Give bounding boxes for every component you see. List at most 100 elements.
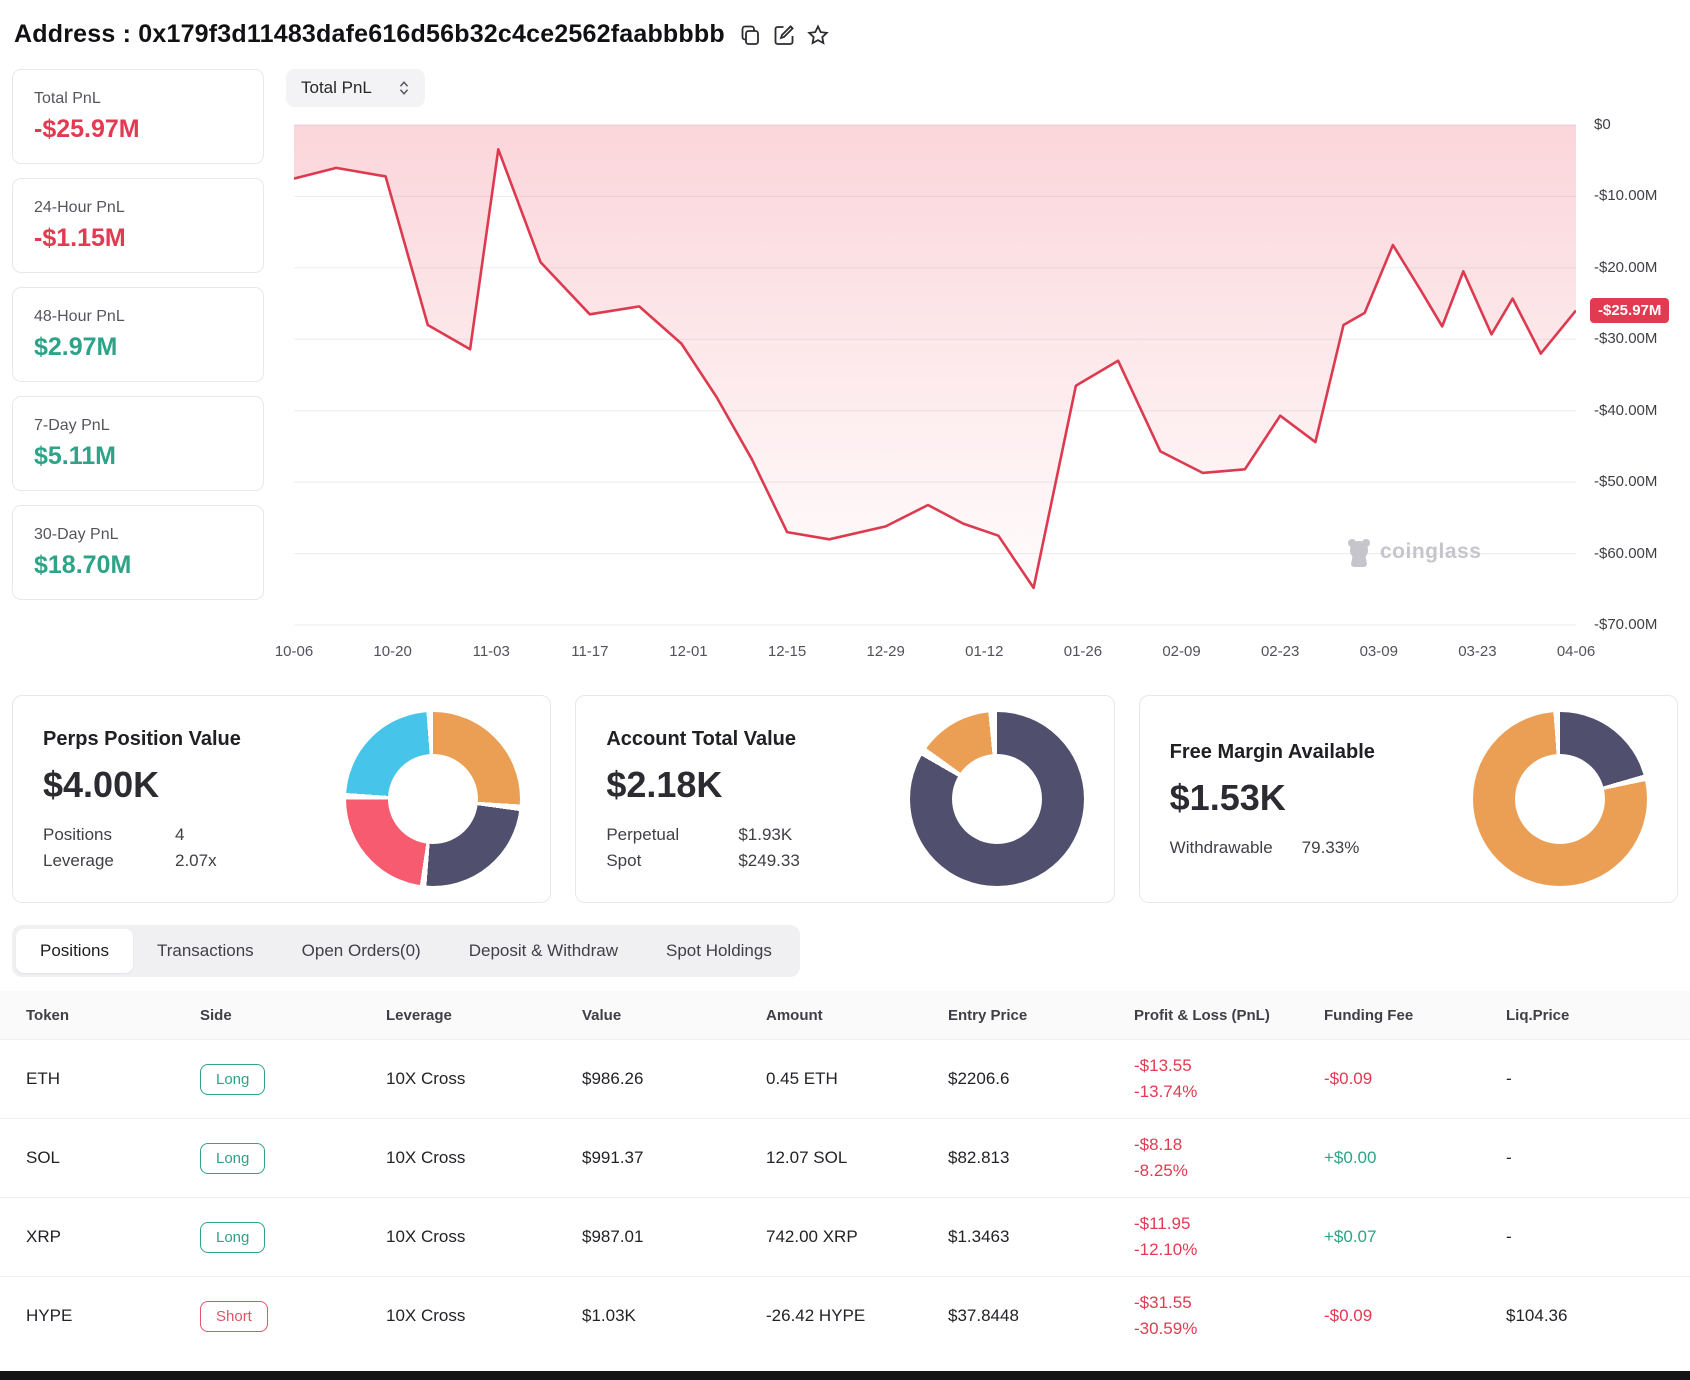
y-axis-tick-label: -$40.00M	[1594, 401, 1658, 419]
pnl-card: 48-Hour PnL $2.97M	[12, 287, 264, 382]
card-value: $4.00K	[43, 763, 160, 805]
amount-cell: -26.42 HYPE	[766, 1306, 866, 1325]
value-cell: $986.26	[582, 1069, 644, 1088]
amount-cell: 0.45 ETH	[766, 1069, 838, 1088]
pnl-usd: -$11.95	[1134, 1213, 1191, 1233]
token-cell: ETH	[26, 1069, 60, 1088]
positions-table: Token Side Leverage Value Amount Entry Price P…	[0, 991, 1690, 1355]
chart-section: Total PnL $0 -$10.00M -$20.00M -$30.00M -$40…	[275, 69, 1678, 679]
y-axis-tick-label: -$10.00M	[1594, 187, 1658, 205]
pnl-percent: -12.10%	[1134, 1240, 1198, 1259]
column-header: Profit & Loss (PnL)	[1134, 1006, 1270, 1024]
table-row[interactable]: SOL Long 10X Cross $991.37 12.07 SOL $82.813 -…	[0, 1118, 1690, 1197]
x-axis-tick-label: 02-23	[1260, 643, 1300, 660]
tab-open-orders-0[interactable]: Open Orders(0)	[278, 929, 445, 973]
star-icon[interactable]	[806, 23, 830, 47]
x-axis-tick-label: 01-12	[965, 643, 1004, 660]
card-detail-row: Leverage 2.07x	[43, 851, 241, 871]
card-detail-label: Perpetual	[606, 824, 680, 844]
entry-price-cell: $37.8448	[948, 1306, 1019, 1325]
entry-price-cell: $82.813	[948, 1148, 1010, 1167]
free-margin-card: Free Margin Available $1.53K Withdrawabl…	[1138, 695, 1678, 903]
pnl-summary-column: Total PnL -$25.97M 24-Hour PnL -$1.15M 48-Ho…	[12, 69, 264, 679]
side-cell: Long	[200, 1142, 386, 1174]
entry-price-cell: $1.3463	[948, 1227, 1010, 1246]
table-row[interactable]: ETH Long 10X Cross $986.26 0.45 ETH $2206.6 -$…	[0, 1039, 1690, 1118]
funding-fee-cell: -$0.09	[1324, 1069, 1373, 1088]
card-detail-row: Perpetual $1.93K	[606, 825, 799, 845]
account-total-value-card: Account Total Value $2.18K Perpetual $1.9…	[575, 695, 1115, 903]
coinglass-watermark-text: coinglass	[1380, 540, 1482, 563]
leverage-cell: 10X Cross	[386, 1306, 466, 1325]
chart-metric-dropdown[interactable]: Total PnL	[286, 69, 425, 107]
y-axis-tick-label: $0	[1594, 116, 1611, 133]
x-axis-tick-label: 04-06	[1556, 643, 1596, 660]
positions-table-body: ETH Long 10X Cross $986.26 0.45 ETH $2206.6 -$…	[0, 1039, 1690, 1355]
leverage-cell: 10X Cross	[386, 1069, 466, 1088]
current-pnl-badge: -$25.97M	[1590, 297, 1670, 323]
card-detail-label: Spot	[606, 850, 642, 870]
pnl-card-value: -$1.15M	[34, 223, 126, 252]
pnl-area-fill	[294, 125, 1576, 588]
x-axis-tick-label: 11-03	[472, 643, 510, 660]
x-axis-tick-label: 10-06	[274, 643, 314, 660]
x-axis-tick-label: 11-17	[571, 643, 609, 660]
column-header: Funding Fee	[1324, 1006, 1414, 1024]
pnl-area-chart-canvas[interactable]	[294, 119, 1576, 631]
pnl-cell: -$13.55 -13.74%	[1134, 1053, 1324, 1106]
side-cell: Long	[200, 1063, 386, 1095]
pnl-percent: -8.25%	[1134, 1161, 1188, 1180]
x-axis-tick-label: 10-20	[373, 643, 412, 660]
main-row: Total PnL -$25.97M 24-Hour PnL -$1.15M 48-Ho…	[0, 55, 1690, 679]
pnl-card-label: 30-Day PnL	[34, 525, 119, 543]
table-row[interactable]: XRP Long 10X Cross $987.01 742.00 XRP $1.3463…	[0, 1197, 1690, 1276]
pnl-chart[interactable]: $0 -$10.00M -$20.00M -$30.00M -$40.00M -$50.0…	[275, 116, 1678, 679]
pnl-cell: -$11.95 -12.10%	[1134, 1211, 1324, 1264]
funding-fee-cell: -$0.09	[1324, 1306, 1373, 1325]
y-axis-tick-label: -$20.00M	[1594, 258, 1658, 276]
pnl-card: 7-Day PnL $5.11M	[12, 396, 264, 491]
tab-deposit-withdraw[interactable]: Deposit & Withdraw	[445, 929, 642, 973]
table-row[interactable]: HYPE Short 10X Cross $1.03K -26.42 HYPE $37.8…	[0, 1276, 1690, 1355]
column-header: Amount	[766, 1006, 823, 1024]
value-cell: $1.03K	[582, 1306, 636, 1325]
leverage-cell: 10X Cross	[386, 1148, 466, 1167]
pnl-card-value: $18.70M	[34, 550, 132, 579]
card-value: $1.53K	[1169, 776, 1286, 818]
x-axis-tick-label: 03-09	[1359, 643, 1398, 660]
x-axis-labels: 10-06 10-20 11-03 11-17 12-01 12-15 12-29 01-12…	[275, 637, 1595, 667]
pnl-card: 30-Day PnL $18.70M	[12, 505, 264, 600]
column-header: Value	[582, 1006, 622, 1024]
coinglass-bear-icon	[1348, 539, 1370, 567]
column-header: Entry Price	[948, 1006, 1028, 1024]
perps-allocation-donut	[346, 712, 521, 886]
side-cell: Short	[200, 1300, 386, 1332]
side-badge: Long	[200, 1063, 266, 1095]
value-cell: $991.37	[582, 1148, 644, 1167]
edit-icon[interactable]	[772, 23, 796, 47]
pnl-card-label: 7-Day PnL	[34, 416, 110, 434]
wallet-address: 0x179f3d11483dafe616d56b32c4ce2562faabbb…	[138, 20, 725, 48]
tabs-row: Positions Transactions Open Orders(0) Depos…	[0, 903, 1690, 977]
column-header: Liq.Price	[1506, 1006, 1570, 1024]
pnl-card: 24-Hour PnL -$1.15M	[12, 178, 264, 273]
card-detail-value: 4	[175, 824, 185, 844]
column-header: Token	[26, 1006, 70, 1024]
tab-positions[interactable]: Positions	[16, 929, 133, 973]
card-detail-label: Withdrawable	[1169, 837, 1273, 857]
pnl-card-label: Total PnL	[34, 89, 101, 107]
card-detail-rows: Positions 4 Leverage 2.07x	[43, 819, 241, 871]
card-title: Perps Position Value	[43, 727, 241, 750]
tab-spot-holdings[interactable]: Spot Holdings	[642, 929, 796, 973]
card-detail-rows: Withdrawable 79.33%	[1170, 832, 1375, 858]
card-detail-value: $1.93K	[738, 824, 793, 844]
card-title: Account Total Value	[606, 727, 796, 750]
pnl-card-value: $5.11M	[34, 441, 117, 470]
copy-icon[interactable]	[738, 23, 762, 47]
tab-transactions[interactable]: Transactions	[133, 929, 278, 973]
y-axis-tick-label: -$30.00M	[1594, 330, 1658, 348]
side-badge: Long	[200, 1221, 266, 1253]
card-title: Free Margin Available	[1169, 740, 1375, 763]
pnl-percent: -30.59%	[1134, 1319, 1198, 1338]
